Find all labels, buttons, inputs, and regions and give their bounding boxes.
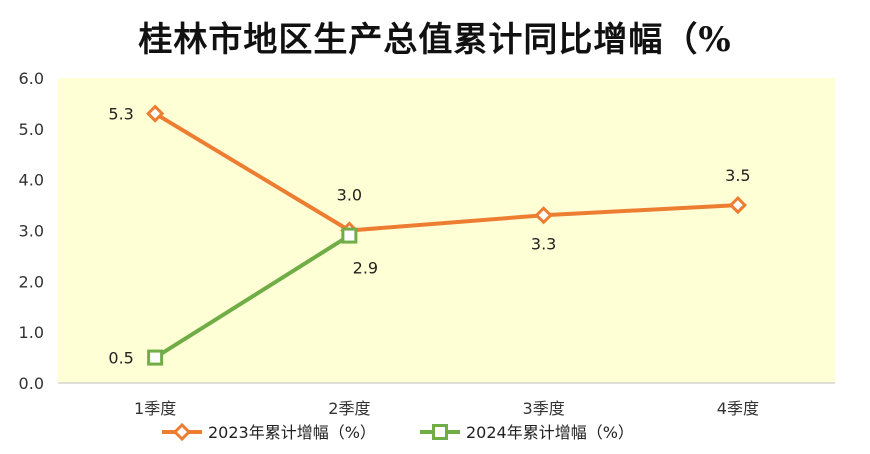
y-tick-label: 3.0 [19,222,44,241]
data-point [147,349,164,366]
data-point [341,227,358,244]
plot-area [58,78,835,383]
data-label: 2.9 [353,259,378,278]
data-label: 5.3 [108,105,133,124]
x-tick-label: 3季度 [523,399,565,418]
data-label: 3.5 [725,166,750,185]
x-tick-label: 4季度 [717,399,759,418]
x-tick-label: 1季度 [134,399,176,418]
data-label: 0.5 [108,349,133,368]
series-line [154,233,351,360]
y-tick-label: 4.0 [19,171,44,190]
x-tick-label: 2季度 [328,399,370,418]
series-line [154,111,738,233]
y-tick-label: 2.0 [19,272,44,291]
data-point [728,195,747,215]
data-label: 3.0 [337,186,362,205]
y-tick-label: 5.0 [19,120,44,139]
legend-label: 2024年累计增幅（%） [466,423,634,442]
y-tick-label: 1.0 [19,323,44,342]
legend-label: 2023年累计增幅（%） [208,423,376,442]
data-point [534,206,553,225]
chart-title: 桂林市地区生产总值累计同比增幅（% [138,20,732,60]
legend-marker [432,424,448,440]
y-tick-label: 0.0 [19,374,44,393]
data-point [146,104,165,123]
y-tick-label: 6.0 [19,69,44,88]
data-label: 3.3 [531,234,556,253]
legend-marker [172,422,192,442]
